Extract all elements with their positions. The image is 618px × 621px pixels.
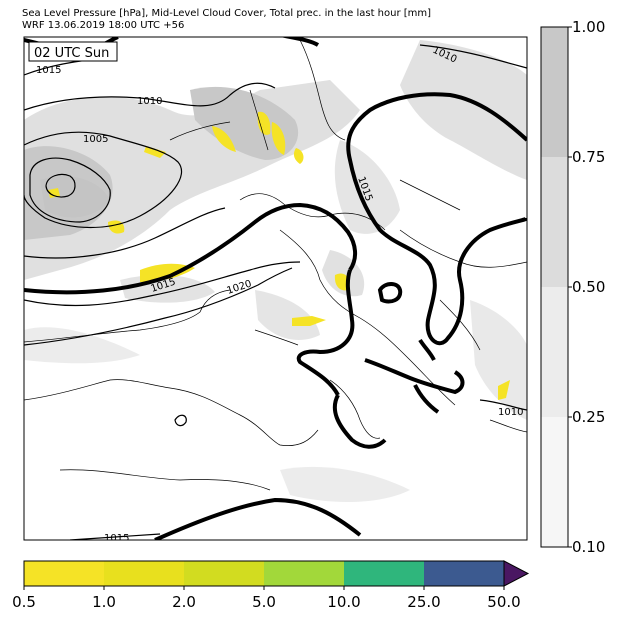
cloud-tick-label: 0.50 [572, 278, 605, 296]
precip-extend-arrow [503, 560, 530, 587]
map-subtitle: WRF 13.06.2019 18:00 UTC +56 [22, 20, 185, 31]
precip-tick-label: 5.0 [252, 593, 276, 611]
cloud-bin-2 [541, 287, 568, 417]
precip-tick-label: 10.0 [327, 593, 360, 611]
time-label: 02 UTC Sun [34, 46, 109, 61]
cloud-tick-label: 0.75 [572, 148, 605, 166]
precip-bin-5 [424, 561, 504, 586]
precip-tick-label: 0.5 [12, 593, 36, 611]
cloud-bin-3 [541, 417, 568, 547]
cloud-tick-label: 0.25 [572, 408, 605, 426]
map-panel: 1015 1010 1005 1010 1015 1015 1020 1010 … [23, 36, 528, 544]
precipitation-layer [48, 111, 510, 400]
map-frame [23, 36, 528, 541]
isobar-label: 1010 [498, 407, 523, 418]
isobar-label: 1015 [104, 533, 129, 544]
precip-bin-0 [24, 561, 104, 586]
precip-bin-2 [184, 561, 264, 586]
cloud-cover-colorbar: 1.00 0.75 0.50 0.25 0.10 [540, 18, 605, 556]
precip-bin-3 [264, 561, 344, 586]
precip-bin-4 [344, 561, 424, 586]
cloud-tick-label: 0.10 [572, 538, 605, 556]
time-label-box [28, 41, 118, 62]
isobar-label: 1010 [137, 96, 162, 107]
precip-tick-label: 50.0 [487, 593, 520, 611]
precip-tick-label: 1.0 [92, 593, 116, 611]
precip-colorbar: 0.5 1.0 2.0 5.0 10.0 25.0 50.0 [12, 560, 530, 611]
cloud-bin-0 [541, 27, 568, 157]
map-title: Sea Level Pressure [hPa], Mid-Level Clou… [22, 8, 432, 19]
precip-bin-1 [104, 561, 184, 586]
cloud-bin-1 [541, 157, 568, 287]
precip-tick-label: 2.0 [172, 593, 196, 611]
isobar-layer [24, 44, 527, 540]
isobar-label: 1015 [36, 65, 61, 76]
cloud-tick-label: 1.00 [572, 18, 605, 36]
isobar-label: 1005 [83, 134, 108, 145]
precip-tick-label: 25.0 [407, 593, 440, 611]
